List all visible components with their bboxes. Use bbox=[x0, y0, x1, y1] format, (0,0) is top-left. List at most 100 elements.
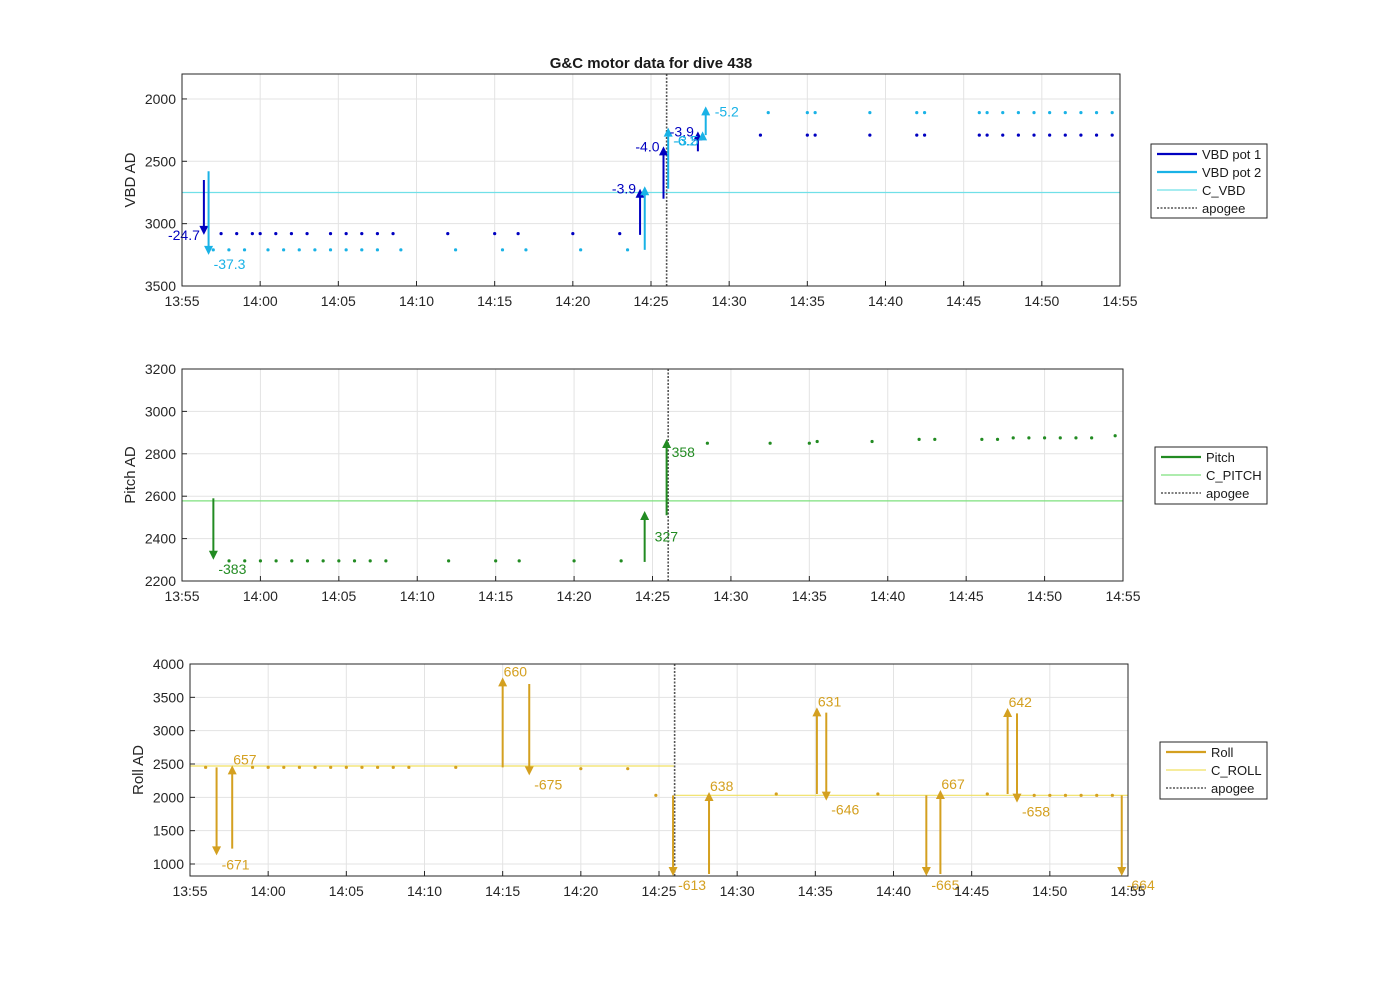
y-tick-label: 3000 bbox=[153, 723, 184, 739]
x-tick-label: 14:05 bbox=[321, 588, 356, 604]
x-tick-label: 14:55 bbox=[1102, 293, 1137, 309]
data-point bbox=[290, 559, 294, 563]
data-point bbox=[368, 559, 372, 563]
data-point bbox=[494, 559, 498, 563]
data-point bbox=[1048, 111, 1052, 115]
data-point bbox=[805, 133, 809, 137]
arrow-label: 642 bbox=[1009, 694, 1033, 710]
x-tick-label: 14:40 bbox=[868, 293, 903, 309]
subplot-vbd: -24.7-37.3-3.9-4.0 -6.2-3.9-3.5-5.213:55 1… bbox=[122, 73, 1268, 309]
arrow-head bbox=[199, 225, 209, 235]
data-point bbox=[1048, 133, 1052, 137]
y-tick-label: 2800 bbox=[145, 446, 176, 462]
arrow-label: 638 bbox=[710, 778, 734, 794]
data-series bbox=[204, 765, 458, 769]
data-point bbox=[517, 559, 521, 563]
motor-arrow: -646 bbox=[821, 712, 860, 818]
arrow-head bbox=[921, 867, 931, 876]
data-point bbox=[1011, 436, 1015, 440]
data-point bbox=[250, 765, 255, 769]
x-tick-label: 14:15 bbox=[485, 883, 520, 899]
data-point bbox=[274, 232, 278, 236]
data-point bbox=[1063, 133, 1067, 137]
y-axis-label: Pitch AD bbox=[122, 446, 139, 504]
data-point bbox=[626, 767, 630, 771]
data-point bbox=[1095, 793, 1099, 797]
data-point bbox=[977, 111, 981, 115]
arrow-head bbox=[698, 131, 708, 141]
data-series bbox=[227, 559, 623, 563]
arrow-label: -3.9 bbox=[612, 181, 636, 197]
data-point bbox=[328, 248, 333, 252]
data-series bbox=[815, 439, 874, 444]
data-point bbox=[1032, 133, 1036, 137]
x-tick-label: 14:35 bbox=[798, 883, 833, 899]
data-point bbox=[571, 232, 575, 236]
subplot-roll: -671 657 660 -675 -613 638 631 -646 -665 667 642 -6… bbox=[130, 656, 1268, 899]
data-point bbox=[266, 248, 270, 252]
data-point bbox=[219, 232, 223, 236]
data-series bbox=[766, 111, 1114, 115]
data-point bbox=[1016, 111, 1020, 115]
arrow-head bbox=[1012, 793, 1022, 803]
arrow-label: -671 bbox=[222, 856, 250, 872]
x-tick-label: 14:15 bbox=[478, 588, 513, 604]
data-point bbox=[384, 559, 388, 563]
x-tick-label: 14:35 bbox=[792, 588, 827, 604]
legend-entry: VBD pot 1 bbox=[1202, 147, 1261, 162]
arrow-head bbox=[668, 867, 678, 876]
data-point bbox=[977, 133, 981, 137]
arrow-label: -24.7 bbox=[168, 227, 200, 243]
motor-arrow: -675 bbox=[524, 684, 562, 792]
motor-arrow: 358 bbox=[662, 438, 695, 516]
legend-entry: C_VBD bbox=[1202, 183, 1245, 198]
data-point bbox=[768, 441, 772, 445]
legend-entry: Pitch bbox=[1206, 450, 1235, 465]
data-point bbox=[1110, 111, 1114, 115]
data-series bbox=[579, 767, 630, 771]
data-point bbox=[1048, 793, 1052, 797]
data-point bbox=[407, 765, 411, 769]
data-point bbox=[876, 792, 880, 796]
arrow-head bbox=[704, 792, 714, 801]
data-point bbox=[1016, 133, 1020, 137]
data-point bbox=[352, 559, 357, 563]
motor-arrow: -383 bbox=[208, 498, 247, 577]
arrow-label: 660 bbox=[504, 663, 528, 679]
y-tick-label: 2000 bbox=[153, 789, 184, 805]
x-tick-label: 14:00 bbox=[243, 293, 278, 309]
motor-arrow: 660 bbox=[498, 663, 528, 768]
arrow-label: -3.9 bbox=[670, 123, 694, 139]
motor-arrow: 667 bbox=[935, 776, 965, 874]
motor-arrow: 631 bbox=[812, 693, 841, 794]
data-point bbox=[1042, 436, 1047, 440]
arrow-head bbox=[663, 127, 673, 137]
arrow-label: -646 bbox=[831, 802, 859, 818]
arrow-head bbox=[212, 846, 222, 856]
data-point bbox=[579, 767, 583, 771]
motor-arrow: -3.9 bbox=[612, 181, 645, 235]
arrow-head bbox=[935, 790, 945, 799]
x-tick-label: 13:55 bbox=[164, 588, 199, 604]
y-tick-label: 3500 bbox=[145, 278, 176, 294]
data-point bbox=[1113, 434, 1117, 438]
data-point bbox=[1032, 111, 1036, 115]
x-tick-label: 14:55 bbox=[1110, 883, 1145, 899]
data-point bbox=[375, 248, 380, 252]
data-point bbox=[813, 133, 817, 137]
x-tick-label: 14:10 bbox=[399, 293, 434, 309]
data-point bbox=[344, 232, 348, 236]
data-point bbox=[227, 248, 231, 252]
data-series bbox=[774, 792, 989, 796]
x-tick-label: 14:30 bbox=[712, 293, 747, 309]
data-point bbox=[250, 232, 254, 236]
y-tick-label: 3000 bbox=[145, 403, 176, 419]
data-point bbox=[242, 248, 247, 252]
data-point bbox=[258, 559, 263, 563]
data-point bbox=[766, 111, 770, 115]
data-point bbox=[337, 559, 341, 563]
data-point bbox=[774, 792, 778, 796]
x-tick-label: 14:10 bbox=[407, 883, 442, 899]
motor-arrow: -3.5 bbox=[674, 131, 708, 148]
